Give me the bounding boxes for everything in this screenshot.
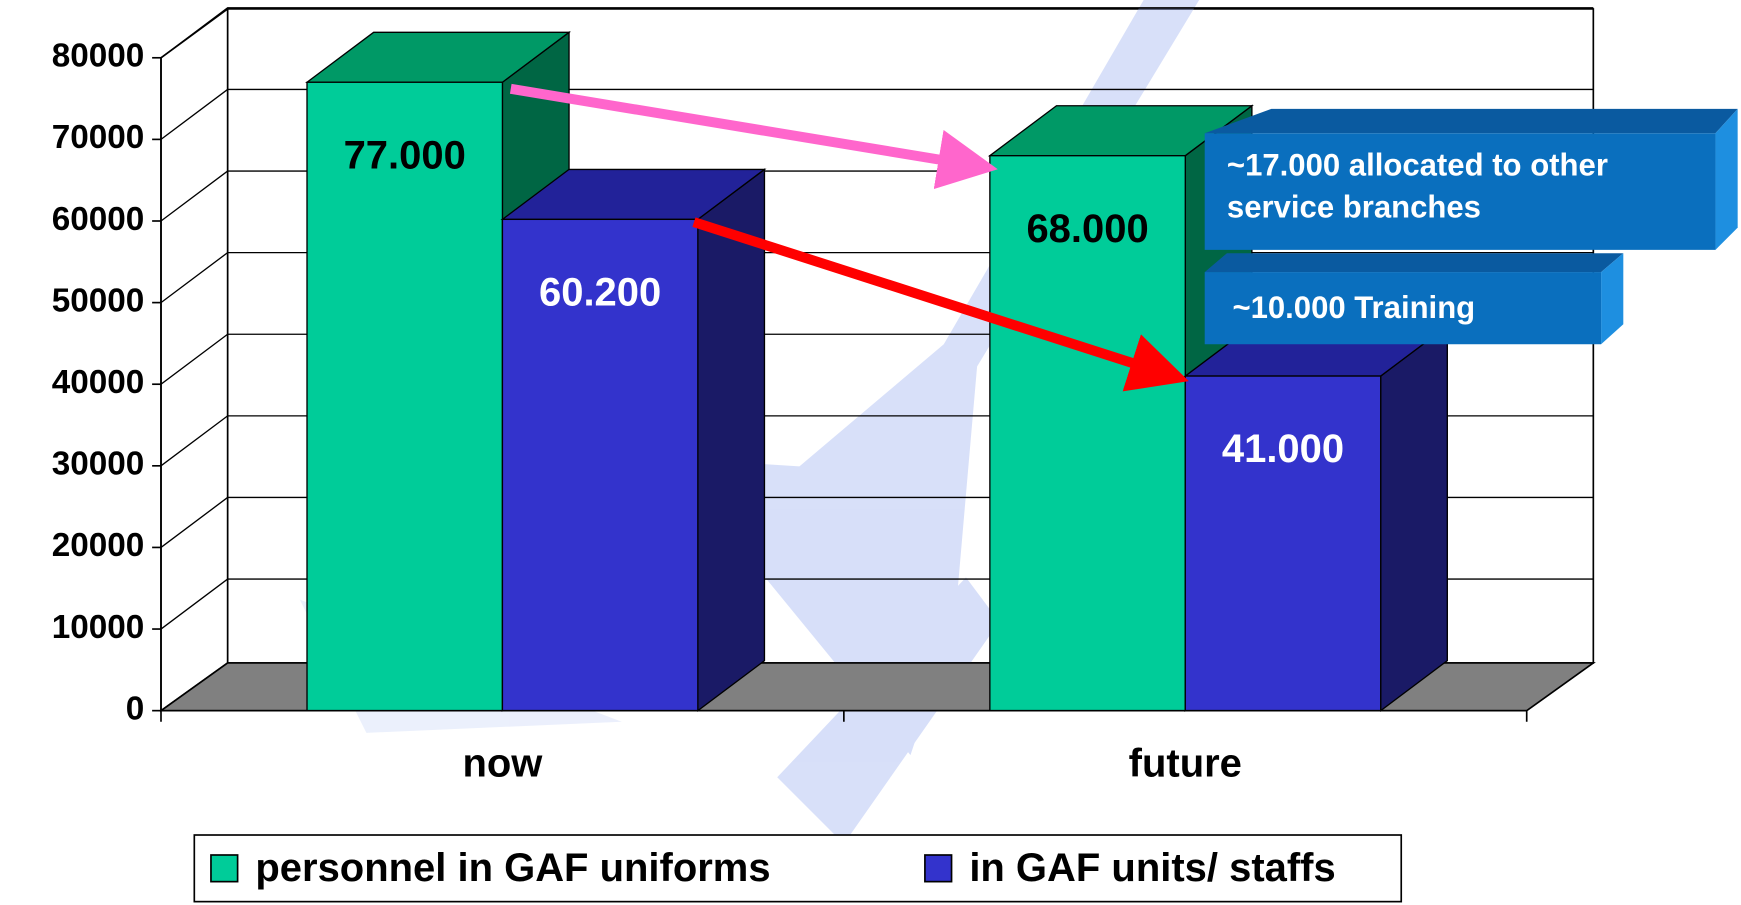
legend-label: in GAF units/ staffs <box>969 846 1335 890</box>
y-tick-label: 80000 <box>52 38 145 75</box>
annotation-wrap: ~17.000 allocated to other service branc… <box>1227 144 1704 244</box>
page: {"chart_data": {"type": "bar3d", "catego… <box>0 0 1741 905</box>
value-label: 60.200 <box>539 270 661 314</box>
y-tick-label: 70000 <box>52 119 145 156</box>
value-label: 41.000 <box>1222 427 1344 471</box>
box-edge <box>1205 253 1624 272</box>
y-tick-label: 20000 <box>52 527 145 564</box>
x-tick-label: future <box>1129 742 1242 786</box>
y-tick-label: 50000 <box>52 282 145 319</box>
x-tick-label: now <box>462 742 543 786</box>
y-tick-label: 0 <box>126 690 145 727</box>
y-tick-label: 10000 <box>52 609 145 646</box>
bar-side <box>1381 326 1448 711</box>
legend-label: personnel in GAF uniforms <box>255 846 770 890</box>
y-tick-label: 30000 <box>52 446 145 483</box>
legend-swatch <box>211 855 238 882</box>
annotation-text: ~10.000 Training <box>1232 290 1475 325</box>
legend-swatch <box>925 855 952 882</box>
bar-side <box>698 169 765 710</box>
value-label: 77.000 <box>344 133 466 177</box>
y-tick-label: 60000 <box>52 201 145 238</box>
annotations: ~17.000 allocated to other service branc… <box>1205 109 1738 344</box>
value-label: 68.000 <box>1026 207 1148 251</box>
annotation-text: ~17.000 allocated to other service branc… <box>1227 144 1704 228</box>
y-tick-label: 40000 <box>52 364 145 401</box>
box-edge <box>1715 109 1737 250</box>
chart: 77.000 60.200 68.000 41.000 ~17.000 allocat… <box>0 0 1741 905</box>
box-edge <box>1205 109 1738 133</box>
